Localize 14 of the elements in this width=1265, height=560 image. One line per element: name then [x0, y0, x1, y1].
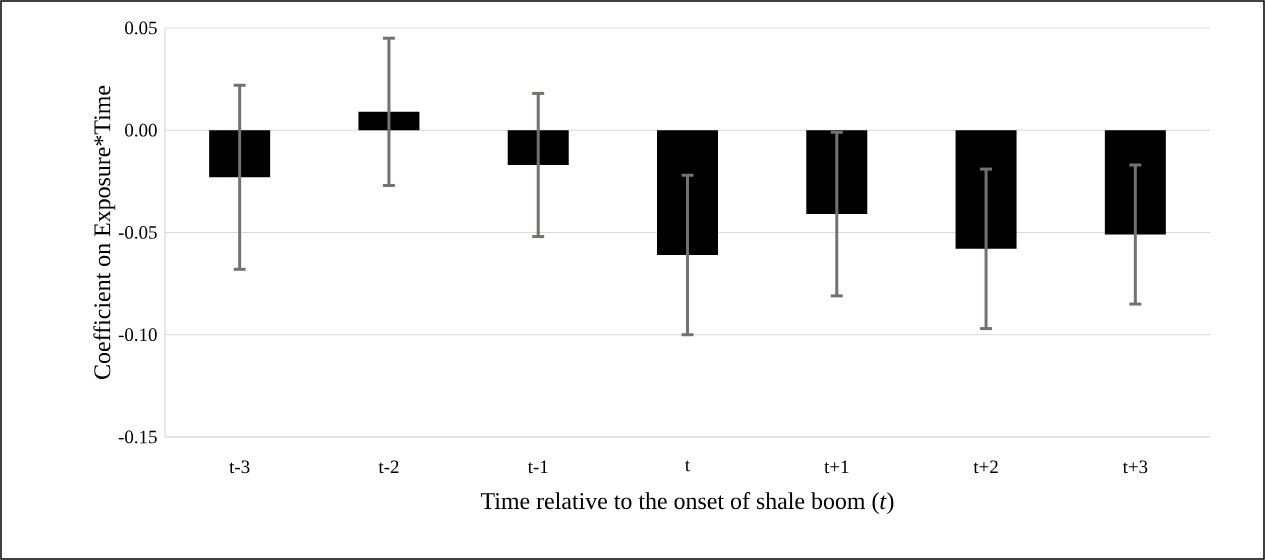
x-tick-label: t+3 — [1122, 460, 1148, 474]
x-tick-label: t-2 — [378, 460, 399, 474]
x-tick-label: t+1 — [824, 460, 849, 474]
y-axis-title: Coefficient on Exposure*Time — [93, 85, 116, 379]
y-tick-label: -0.15 — [118, 430, 157, 444]
y-tick-label: -0.05 — [118, 226, 157, 239]
x-tick-label: t+2 — [973, 460, 998, 474]
y-tick-label: 0.00 — [125, 123, 157, 137]
y-tick-label: -0.10 — [118, 328, 157, 342]
x-axis-title: Time relative to the onset of shale boom (t) — [480, 492, 894, 514]
x-tick-label: t — [685, 460, 691, 472]
x-tick-label: t-3 — [229, 460, 250, 474]
x-tick-label: t-1 — [527, 460, 548, 474]
y-tick-label: 0.05 — [125, 21, 157, 35]
